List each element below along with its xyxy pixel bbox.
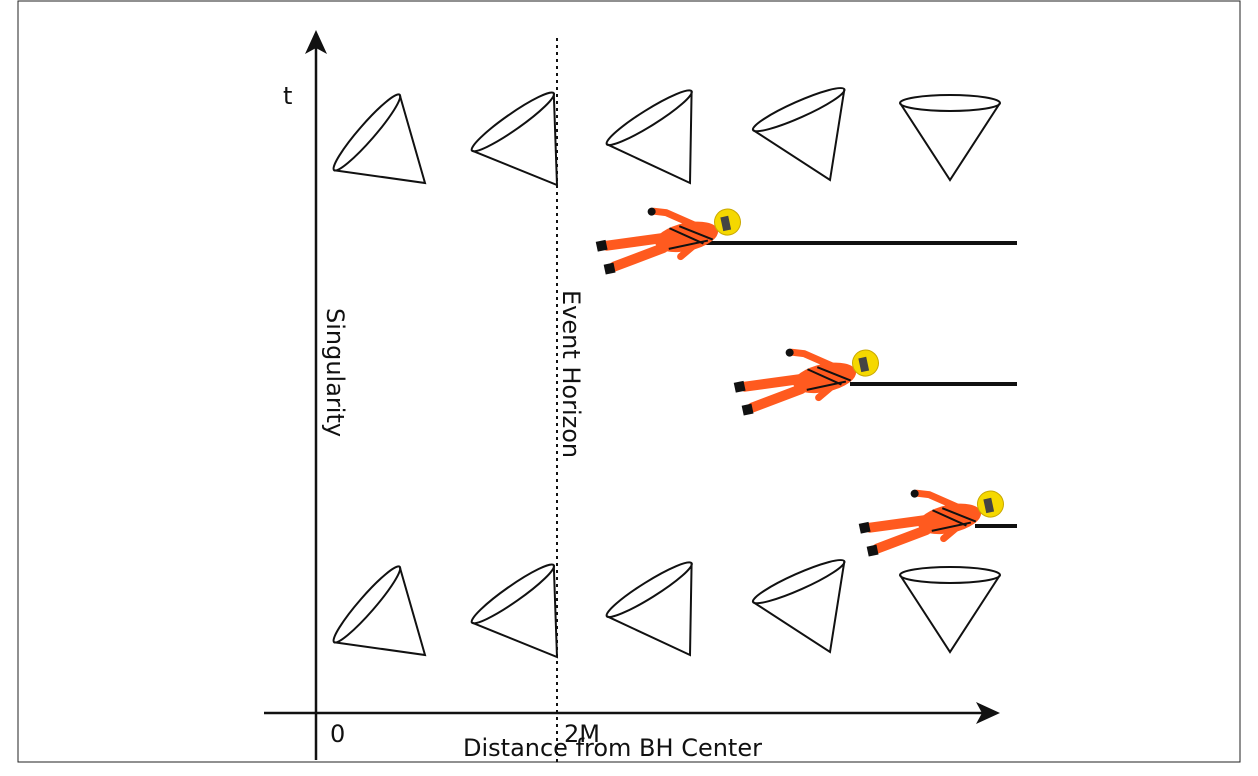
cone-rim [605, 561, 693, 619]
glove [785, 348, 794, 357]
boots [603, 262, 616, 275]
cone-sides [471, 565, 559, 659]
light-cone [751, 559, 846, 654]
event-horizon-label: Event Horizon [557, 290, 585, 458]
light-cone [751, 87, 846, 182]
light-cone [899, 566, 1001, 654]
time-axis-arrow [305, 30, 327, 54]
legs [601, 233, 669, 272]
arms [913, 489, 961, 543]
visor [983, 497, 995, 514]
cone-sides [899, 574, 1001, 654]
harness [806, 366, 852, 391]
cone-rim [332, 565, 402, 644]
boots [741, 403, 754, 416]
cone-sides [752, 89, 846, 182]
glove [910, 489, 919, 498]
light-cone [470, 91, 559, 187]
boots [733, 380, 746, 393]
time-label: t [283, 82, 292, 110]
astronaut [858, 489, 1004, 557]
glove [647, 207, 656, 216]
cone-rim [751, 559, 846, 605]
cone-rim [899, 94, 1001, 112]
light-cone [899, 94, 1001, 182]
legs [864, 515, 932, 554]
cone-sides [899, 102, 1001, 182]
horizon-radius-label: 2M [564, 720, 600, 748]
light-cone [332, 93, 427, 185]
cone-rim [899, 566, 1001, 584]
cone-rim [470, 91, 556, 153]
cone-sides [606, 563, 693, 657]
cone-sides [333, 94, 427, 185]
cone-rim [470, 563, 556, 625]
harness [931, 507, 977, 532]
harness [668, 225, 714, 250]
arms [788, 348, 836, 402]
visor [858, 356, 870, 373]
cone-sides [606, 91, 693, 185]
cone-rim [751, 87, 846, 133]
frame [17, 0, 1241, 763]
light-cone [470, 563, 559, 659]
distance-label: Distance from BH Center [463, 734, 762, 762]
light-cone [332, 565, 427, 657]
singularity-label: Singularity [321, 308, 349, 437]
astronaut [733, 348, 879, 416]
visor [720, 215, 732, 232]
astronaut [595, 207, 741, 275]
cone-sides [333, 566, 427, 657]
boots [595, 239, 608, 252]
distance-axis-arrow [976, 702, 1000, 724]
cone-sides [752, 561, 846, 654]
cone-rim [332, 93, 402, 172]
cone-sides [471, 93, 559, 187]
origin-label: 0 [330, 720, 345, 748]
light-cone [605, 561, 693, 657]
arms [650, 207, 698, 261]
boots [866, 544, 879, 557]
light-cone [605, 89, 693, 185]
legs [739, 374, 807, 413]
boots [858, 521, 871, 534]
cone-rim [605, 89, 693, 147]
